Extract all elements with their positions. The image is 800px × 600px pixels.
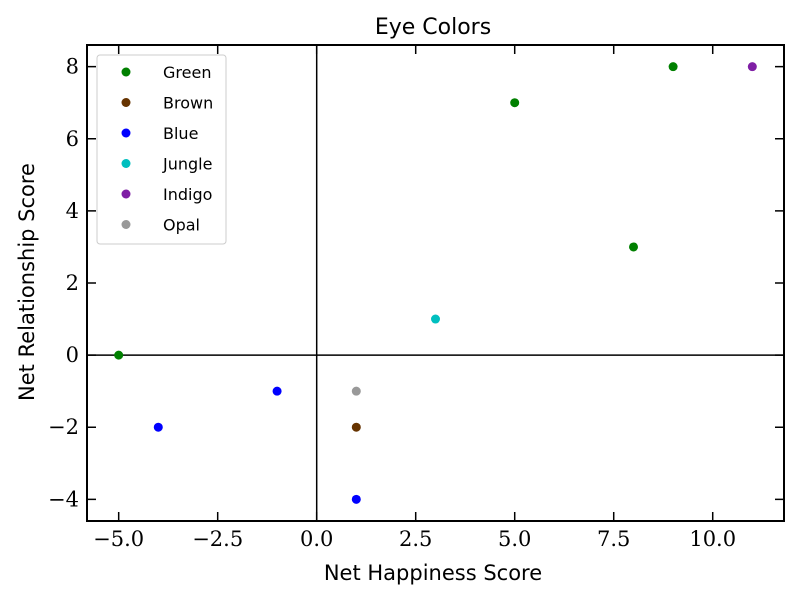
legend: Green Brown Blue Jungle Indigo Opal (96, 54, 227, 245)
data-point-jungle (431, 314, 440, 324)
legend-marker-blue (121, 128, 131, 138)
legend-marker-brown (121, 98, 131, 107)
y-axis-label: Net Relationship Score (15, 163, 39, 401)
x-tick-label: 10.0 (689, 527, 736, 551)
data-point-blue (272, 386, 282, 396)
x-tick-label: 0.0 (300, 527, 333, 551)
x-tick-label: −2.5 (192, 527, 243, 551)
legend-label-green: Green (163, 63, 211, 82)
x-tick-label: 2.5 (399, 527, 432, 551)
x-axis-label: Net Happiness Score (324, 561, 542, 585)
y-tick-label: −4 (48, 487, 79, 511)
data-point-green (114, 350, 124, 360)
y-tick-label: 2 (66, 271, 79, 295)
y-tick-label: 6 (66, 127, 79, 151)
data-point-brown (351, 422, 361, 432)
x-tick-label: 7.5 (597, 527, 630, 551)
data-point-blue (351, 494, 361, 504)
y-tick-label: 4 (66, 199, 79, 223)
legend-label-blue: Blue (163, 124, 198, 143)
legend-label-indigo: Indigo (163, 185, 212, 204)
legend-box (96, 54, 227, 245)
data-point-green (510, 98, 520, 108)
x-tick-label: 5.0 (498, 527, 531, 551)
x-tick-label: −5.0 (93, 527, 144, 551)
plot-area: −5.0 −2.5 0.0 2.5 5.0 7.5 10.0 −4 −2 0 2 4 6 8 Green Br… (48, 44, 785, 551)
data-point-indigo (747, 62, 757, 72)
data-point-green (668, 62, 678, 72)
legend-marker-jungle (121, 159, 131, 168)
data-point-green (629, 242, 639, 252)
legend-marker-green (121, 67, 131, 77)
legend-label-jungle: Jungle (162, 155, 212, 174)
y-tick-label: −2 (48, 415, 79, 439)
legend-label-brown: Brown (163, 94, 213, 113)
legend-marker-indigo (121, 189, 131, 199)
data-point-opal (351, 386, 361, 396)
legend-marker-opal (121, 220, 131, 229)
y-tick-label: 0 (66, 343, 79, 367)
y-tick-label: 8 (66, 55, 79, 79)
chart-title: Eye Colors (375, 15, 491, 40)
legend-label-opal: Opal (163, 216, 200, 235)
data-point-blue (153, 422, 163, 432)
